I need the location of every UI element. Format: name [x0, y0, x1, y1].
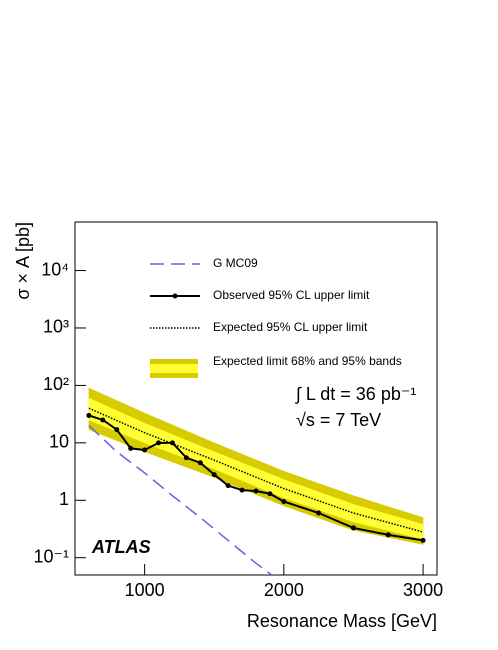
legend-marker [172, 293, 178, 299]
data-point [225, 483, 231, 489]
data-point [211, 472, 217, 478]
y-tick-label: 10³ [43, 317, 69, 337]
data-point [86, 412, 92, 418]
x-tick-label: 3000 [403, 580, 443, 600]
data-point [420, 537, 426, 543]
data-point [156, 440, 162, 446]
x-tick-label: 2000 [264, 580, 304, 600]
y-tick-label: 10² [43, 374, 69, 394]
annotation: √s = 7 TeV [296, 410, 381, 430]
legend-label: Observed 95% CL upper limit [213, 288, 370, 302]
legend-label: G MC09 [213, 256, 258, 270]
y-tick-label: 10 [49, 432, 69, 452]
data-point [114, 427, 120, 433]
atlas-label: ATLAS [91, 537, 151, 557]
data-point [239, 487, 245, 493]
data-point [197, 460, 203, 466]
legend-swatch [150, 364, 198, 373]
y-tick-label: 10⁻¹ [33, 546, 69, 566]
series-line [88, 425, 274, 575]
data-point [169, 440, 175, 446]
data-point [253, 488, 259, 494]
data-point [316, 510, 322, 516]
x-tick-label: 1000 [125, 580, 165, 600]
data-point [183, 455, 189, 461]
data-point [281, 499, 287, 505]
x-axis-title: Resonance Mass [GeV] [247, 611, 437, 631]
data-point [128, 445, 134, 451]
annotation: ∫ L dt = 36 pb⁻¹ [294, 384, 416, 404]
plot-area [86, 387, 426, 575]
data-point [142, 447, 148, 453]
y-axis-title: σ × A [pb] [13, 222, 33, 300]
legend-label: Expected limit 68% and 95% bands [213, 354, 402, 368]
y-tick-label: 10⁴ [41, 259, 69, 279]
data-point [350, 525, 356, 531]
data-point [100, 417, 106, 423]
legend-label: Expected 95% CL upper limit [213, 320, 368, 334]
y-tick-label: 1 [59, 489, 69, 509]
plot-frame [74, 221, 438, 576]
data-point [385, 532, 391, 538]
data-point [267, 491, 273, 497]
